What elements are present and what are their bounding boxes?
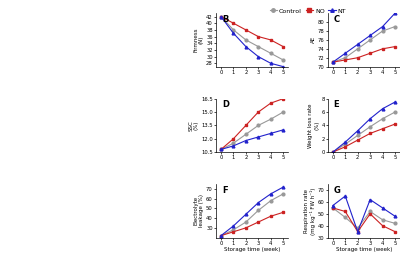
Y-axis label: Weight loss rate
(%): Weight loss rate (%) bbox=[308, 103, 319, 148]
Y-axis label: SSC
(%): SSC (%) bbox=[188, 120, 199, 131]
Text: C: C bbox=[334, 15, 340, 24]
Y-axis label: Electrolyte
leakage (%): Electrolyte leakage (%) bbox=[193, 194, 204, 227]
X-axis label: Storage time (week): Storage time (week) bbox=[336, 247, 392, 252]
Legend: Control, NO, NT: Control, NO, NT bbox=[267, 6, 349, 16]
X-axis label: Storage time (week): Storage time (week) bbox=[224, 247, 280, 252]
Text: D: D bbox=[222, 100, 229, 109]
Text: B: B bbox=[222, 15, 228, 24]
Y-axis label: AE: AE bbox=[311, 36, 316, 44]
Y-axis label: Respiration rate
(mg kg⁻¹ FW h⁻¹): Respiration rate (mg kg⁻¹ FW h⁻¹) bbox=[304, 187, 316, 235]
Text: E: E bbox=[334, 100, 339, 109]
Text: F: F bbox=[222, 186, 227, 195]
Text: G: G bbox=[334, 186, 340, 195]
Y-axis label: Firmness
(N): Firmness (N) bbox=[193, 28, 204, 52]
